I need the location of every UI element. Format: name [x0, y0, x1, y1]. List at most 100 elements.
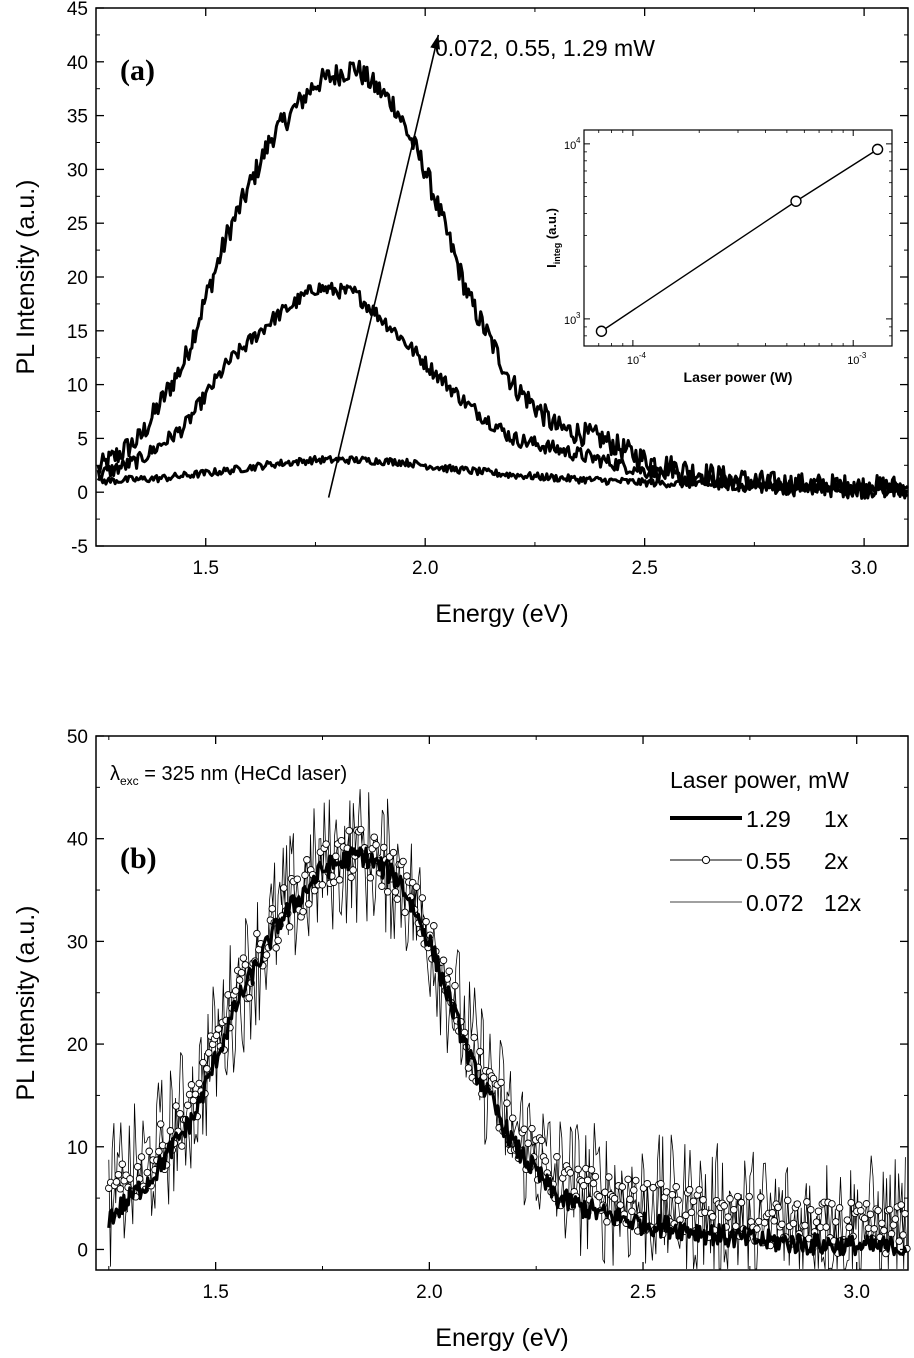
- x-tick-label-b: 2.5: [630, 1282, 656, 1303]
- series-group-b: [105, 789, 911, 1270]
- pl-spectrum-circle-marker: [524, 1139, 532, 1148]
- pl-spectrum-circle-marker: [383, 888, 392, 896]
- inset-x-tick-label: 10: [627, 355, 639, 367]
- panel-label-b: (b): [120, 842, 157, 875]
- pl-spectrum-circle-marker: [126, 1175, 134, 1183]
- pl-spectrum-circle-marker: [349, 866, 357, 874]
- pl-spectrum-circle-marker: [737, 1198, 746, 1207]
- legend-scale-2: 2x: [824, 848, 849, 874]
- y-axis-label-a: PL Intensity (a.u.): [12, 180, 40, 375]
- pl-spectrum-circle-marker: [337, 836, 346, 845]
- pl-spectrum-circle-marker: [649, 1183, 657, 1192]
- pl-spectrum-circle-marker: [757, 1193, 765, 1201]
- pl-spectrum-circle-marker: [774, 1203, 782, 1212]
- y-tick-label-a: 30: [67, 160, 88, 181]
- pl-spectrum-circle-marker: [199, 1058, 207, 1067]
- legend-power-2: 0.55: [746, 848, 791, 874]
- pl-spectrum-circle-marker: [857, 1206, 865, 1215]
- x-tick-label-b: 3.0: [844, 1282, 870, 1303]
- inset-y-tick-label: 10: [564, 315, 576, 327]
- pl-spectrum-circle-marker: [357, 825, 365, 834]
- x-tick-label-a: 2.5: [631, 558, 657, 579]
- inset-y-tick-label: 10: [564, 140, 576, 152]
- y-tick-label-b: 40: [67, 830, 88, 851]
- inset-data-point: [790, 195, 802, 207]
- y-tick-label-a: 0: [77, 483, 88, 504]
- inset-x-label: Laser power (W): [684, 369, 793, 385]
- y-tick-label-a: 15: [67, 322, 88, 343]
- inset-y-tick-exponent: 4: [576, 136, 581, 145]
- pl-spectrum-circle-marker: [189, 1096, 198, 1105]
- pl-spectrum-circle-marker: [566, 1169, 575, 1177]
- pl-spectrum-circle-marker: [832, 1218, 840, 1226]
- pl-spectrum-circle-marker: [239, 954, 248, 962]
- pl-spectrum-circle-marker: [470, 1033, 478, 1042]
- pl-spectrum-circle-marker: [783, 1196, 792, 1205]
- pl-spectrum-circle-marker: [891, 1215, 900, 1223]
- pl-spectrum-circle-marker: [726, 1195, 734, 1203]
- pl-spectrum-circle-marker: [630, 1186, 638, 1194]
- excitation-label: λexc = 325 nm (HeCd laser): [110, 763, 347, 788]
- pl-spectrum-circle-marker: [632, 1176, 640, 1185]
- pl-spectrum-circle-marker: [860, 1214, 869, 1223]
- pl-spectrum-circle-marker: [628, 1207, 636, 1216]
- x-ticks-b: 1.5 2.0 2.5 3.0: [108, 736, 870, 1303]
- pl-spectrum-circle-marker: [745, 1192, 753, 1201]
- pl-spectrum-circle-marker: [583, 1176, 592, 1185]
- pl-spectrum-circle-marker: [305, 900, 313, 908]
- pl-spectrum-circle-marker: [662, 1188, 671, 1196]
- pl-spectrum-circle-marker: [268, 904, 277, 913]
- pl-spectrum-circle-marker: [843, 1216, 852, 1224]
- pl-spectrum-circle-marker: [430, 922, 438, 930]
- y-tick-label-a: 45: [67, 0, 88, 20]
- y-tick-label-a: 20: [67, 268, 88, 289]
- pl-spectrum-circle-marker: [708, 1213, 717, 1221]
- pl-spectrum-circle-marker: [682, 1211, 690, 1220]
- pl-spectrum-circle-marker: [674, 1196, 682, 1204]
- pl-spectrum-circle-marker: [732, 1222, 740, 1230]
- pl-spectrum-line-a: [96, 59, 908, 500]
- pl-spectrum-circle-marker: [730, 1205, 738, 1214]
- y-tick-label-a: 40: [67, 53, 88, 74]
- x-tick-label-a: 3.0: [851, 558, 877, 579]
- series-group-a: [96, 59, 909, 500]
- pl-spectrum-circle-marker: [116, 1185, 125, 1193]
- pl-spectrum-circle-marker: [724, 1213, 732, 1221]
- x-tick-label-b: 1.5: [202, 1282, 228, 1303]
- inset-x-tick-exponent: -3: [859, 351, 867, 360]
- pl-spectrum-circle-marker: [689, 1197, 698, 1206]
- pl-spectrum-circle-marker: [366, 873, 375, 882]
- pl-spectrum-circle-marker: [176, 1109, 184, 1118]
- pl-spectrum-circle-marker: [695, 1186, 703, 1194]
- pl-spectrum-circle-marker: [687, 1208, 696, 1217]
- pl-spectrum-circle-marker: [878, 1219, 886, 1228]
- pl-spectrum-circle-marker: [114, 1170, 123, 1179]
- pl-spectrum-circle-marker: [537, 1136, 546, 1145]
- pl-spectrum-circle-marker: [476, 1047, 484, 1056]
- pl-spectrum-circle-marker: [822, 1223, 830, 1231]
- pl-spectrum-circle-marker: [393, 895, 402, 903]
- pl-spectrum-circle-marker: [862, 1200, 871, 1208]
- pl-spectrum-circle-marker: [895, 1237, 903, 1245]
- y-tick-label-a: 10: [67, 376, 88, 397]
- pl-spectrum-circle-marker: [643, 1179, 652, 1188]
- pl-spectrum-circle-marker: [191, 1090, 200, 1099]
- pl-spectrum-circle-marker: [412, 883, 421, 891]
- pl-spectrum-circle-marker: [155, 1147, 163, 1156]
- pl-spectrum-circle-marker: [812, 1218, 821, 1226]
- y-tick-label-b: 30: [67, 932, 88, 953]
- pl-spectrum-circle-marker: [847, 1198, 855, 1207]
- pl-spectrum-circle-marker: [778, 1220, 786, 1229]
- pl-spectrum-circle-marker: [156, 1120, 165, 1128]
- pl-spectrum-circle-marker: [401, 908, 409, 917]
- pl-spectrum-circle-marker: [589, 1179, 598, 1188]
- pl-spectrum-circle-marker: [801, 1221, 809, 1230]
- legend-power-1: 1.29: [746, 806, 791, 832]
- pl-spectrum-circle-marker: [899, 1231, 907, 1239]
- legend-scale-1: 1x: [824, 806, 849, 832]
- pl-spectrum-circle-marker: [672, 1183, 680, 1191]
- x-ticks-a: 1.5 2.0 2.5 3.0: [95, 8, 877, 579]
- inset-data-point: [871, 143, 884, 156]
- inset-x-tick-exponent: -4: [639, 351, 647, 360]
